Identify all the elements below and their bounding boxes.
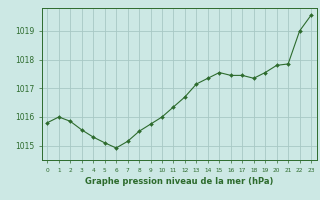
X-axis label: Graphe pression niveau de la mer (hPa): Graphe pression niveau de la mer (hPa) [85,177,273,186]
